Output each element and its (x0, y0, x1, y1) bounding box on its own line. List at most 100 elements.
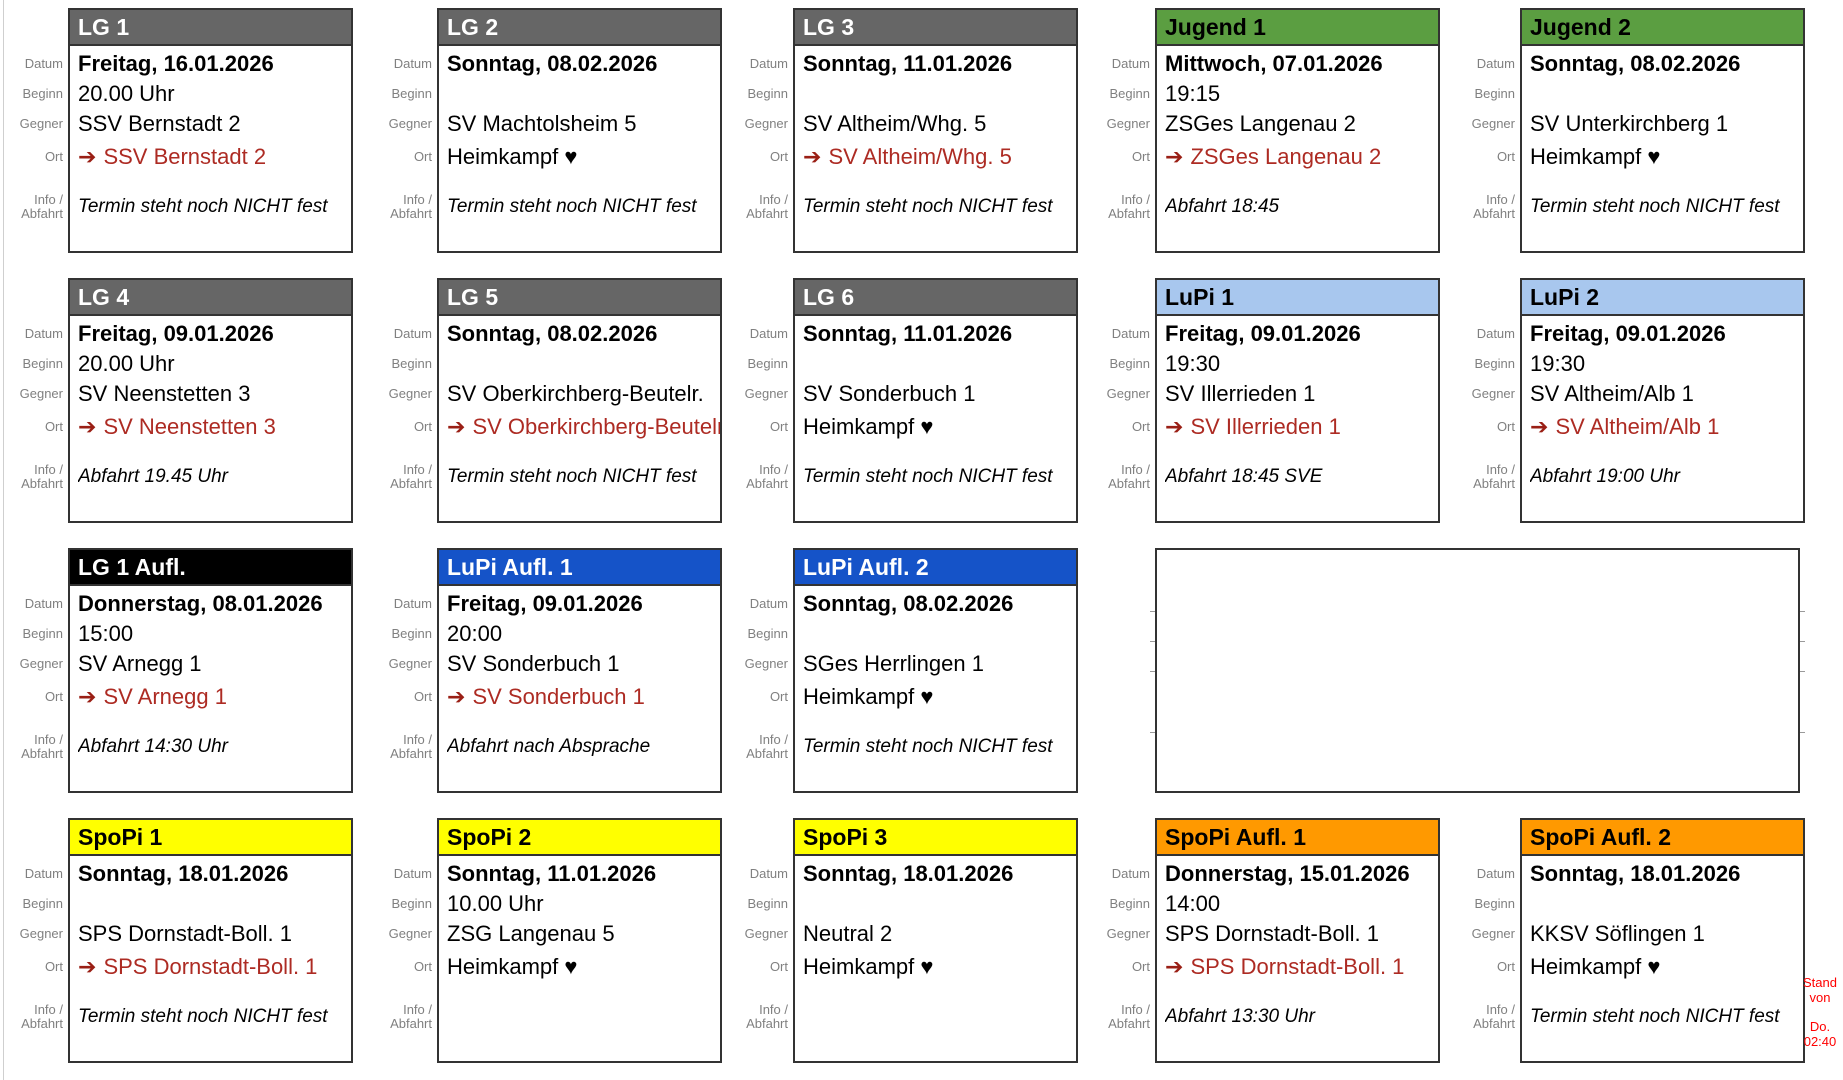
field-labels-gutter: Datum Beginn Gegner Ort Info / Abfahrt (729, 278, 793, 523)
location-arrow-icon: ➔ (1165, 954, 1184, 979)
match-card-box: Jugend 1 Mittwoch, 07.01.2026 19:15 ZSGe… (1155, 8, 1440, 253)
match-opponent: SV Unterkirchberg 1 (1530, 109, 1803, 139)
match-card: Datum Beginn Gegner Ort Info / Abfahrt S… (729, 818, 1078, 1063)
match-date: Mittwoch, 07.01.2026 (1165, 51, 1383, 76)
match-start-time (78, 889, 351, 919)
location-arrow-icon: ➔ (1530, 414, 1549, 439)
field-label-ort: Ort (44, 418, 63, 434)
match-location[interactable]: ➔ SV Oberkirchberg-Beutelr. (447, 409, 720, 444)
match-start-time (803, 889, 1076, 919)
field-label-gegner: Gegner (1471, 926, 1515, 941)
field-label-datum: Datum (1476, 326, 1515, 341)
match-card-body: Sonntag, 18.01.2026 SPS Dornstadt-Boll. … (70, 856, 351, 1032)
match-date: Freitag, 09.01.2026 (1530, 321, 1726, 346)
field-labels-gutter: Datum Beginn Gegner Ort Info / Abfahrt (1456, 8, 1520, 253)
frame-border (3, 0, 4, 1080)
match-location: Heimkampf ♥ (1530, 949, 1803, 984)
field-label-info-line1: Info / (1121, 192, 1150, 207)
field-label-beginn: Beginn (22, 356, 63, 371)
field-label-ort: Ort (413, 148, 432, 164)
match-start-time (803, 349, 1076, 379)
field-label-info: Info / Abfahrt (4, 1002, 68, 1032)
match-date: Sonntag, 18.01.2026 (78, 861, 289, 886)
field-label-info: Info / Abfahrt (1456, 1002, 1520, 1032)
field-label-datum: Datum (393, 326, 432, 341)
field-label-info-line2: Abfahrt (1473, 1016, 1515, 1031)
field-label-gegner: Gegner (19, 926, 63, 941)
match-start-time: 14:00 (1165, 889, 1438, 919)
match-card: Datum Beginn Gegner Ort Info / Abfahrt L… (1091, 278, 1440, 523)
field-label-ort: Ort (44, 688, 63, 704)
match-location[interactable]: ➔ SV Altheim/Alb 1 (1530, 409, 1803, 444)
field-label-info-line2: Abfahrt (390, 746, 432, 761)
field-label-gegner: Gegner (1471, 386, 1515, 401)
match-date: Sonntag, 18.01.2026 (803, 861, 1014, 886)
match-card-body: Sonntag, 18.01.2026 Neutral 2 Heimkampf … (795, 856, 1076, 1032)
match-card-box: SpoPi Aufl. 2 Sonntag, 18.01.2026 KKSV S… (1520, 818, 1805, 1063)
location-arrow-icon: ➔ (78, 144, 97, 169)
field-label-info-line2: Abfahrt (21, 746, 63, 761)
field-label-beginn: Beginn (391, 896, 432, 911)
location-text: Heimkampf ♥ (447, 144, 578, 169)
field-label-ort: Ort (44, 958, 63, 974)
field-label-beginn: Beginn (391, 626, 432, 641)
field-label-datum: Datum (24, 326, 63, 341)
field-label-beginn: Beginn (1474, 86, 1515, 101)
match-card: Datum Beginn Gegner Ort Info / Abfahrt L… (4, 548, 353, 793)
field-label-info-line2: Abfahrt (1473, 206, 1515, 221)
match-location[interactable]: ➔ SV Illerrieden 1 (1165, 409, 1438, 444)
field-labels-gutter: Datum Beginn Gegner Ort Info / Abfahrt (1456, 818, 1520, 1063)
location-text: SV Sonderbuch 1 (472, 684, 645, 709)
team-header: SpoPi Aufl. 1 (1157, 820, 1438, 856)
field-label-datum: Datum (393, 596, 432, 611)
match-location[interactable]: ➔ ZSGes Langenau 2 (1165, 139, 1438, 174)
match-info-note: Abfahrt 19:00 Uhr (1530, 462, 1803, 492)
match-info-note (447, 1002, 720, 1032)
match-start-time (447, 349, 720, 379)
row-tick (1150, 732, 1155, 733)
match-location[interactable]: ➔ SV Sonderbuch 1 (447, 679, 720, 714)
match-card-box: SpoPi 1 Sonntag, 18.01.2026 SPS Dornstad… (68, 818, 353, 1063)
match-opponent: SV Machtolsheim 5 (447, 109, 720, 139)
field-label-ort: Ort (769, 418, 788, 434)
match-date: Freitag, 09.01.2026 (1165, 321, 1361, 346)
match-location[interactable]: ➔ SSV Bernstadt 2 (78, 139, 351, 174)
field-label-info-line2: Abfahrt (1108, 1016, 1150, 1031)
match-start-time: 15:00 (78, 619, 351, 649)
match-location[interactable]: ➔ SV Altheim/Whg. 5 (803, 139, 1076, 174)
match-info-note: Termin steht noch NICHT fest (803, 732, 1076, 762)
team-header: LG 6 (795, 280, 1076, 316)
field-label-info: Info / Abfahrt (1091, 192, 1155, 222)
match-card: Datum Beginn Gegner Ort Info / Abfahrt J… (1091, 8, 1440, 253)
field-label-datum: Datum (749, 596, 788, 611)
location-text: Heimkampf ♥ (1530, 144, 1661, 169)
row-tick (1150, 641, 1155, 642)
field-label-gegner: Gegner (19, 386, 63, 401)
match-card-box: LuPi Aufl. 1 Freitag, 09.01.2026 20:00 S… (437, 548, 722, 793)
match-info-note: Abfahrt 13:30 Uhr (1165, 1002, 1438, 1032)
match-card-body: Mittwoch, 07.01.2026 19:15 ZSGes Langena… (1157, 46, 1438, 222)
match-location[interactable]: ➔ SV Neenstetten 3 (78, 409, 351, 444)
match-location[interactable]: ➔ SPS Dornstadt-Boll. 1 (78, 949, 351, 984)
field-label-beginn: Beginn (22, 896, 63, 911)
location-text: SV Oberkirchberg-Beutelr. (472, 414, 720, 439)
match-card-body: Sonntag, 08.02.2026 SV Machtolsheim 5 He… (439, 46, 720, 222)
match-card: Datum Beginn Gegner Ort Info / Abfahrt L… (373, 8, 722, 253)
field-label-datum: Datum (393, 866, 432, 881)
field-label-datum: Datum (24, 866, 63, 881)
field-label-gegner: Gegner (388, 116, 432, 131)
match-opponent: SV Sonderbuch 1 (803, 379, 1076, 409)
field-label-gegner: Gegner (744, 116, 788, 131)
location-text: SV Illerrieden 1 (1190, 414, 1341, 439)
location-arrow-icon: ➔ (78, 684, 97, 709)
team-header: LG 1 Aufl. (70, 550, 351, 586)
match-location[interactable]: ➔ SV Arnegg 1 (78, 679, 351, 714)
field-label-datum: Datum (1111, 866, 1150, 881)
field-label-beginn: Beginn (391, 356, 432, 371)
match-location[interactable]: ➔ SPS Dornstadt-Boll. 1 (1165, 949, 1438, 984)
field-label-datum: Datum (393, 56, 432, 71)
match-date: Sonntag, 11.01.2026 (447, 861, 657, 886)
field-labels-gutter: Datum Beginn Gegner Ort Info / Abfahrt (4, 8, 68, 253)
field-labels-gutter: Datum Beginn Gegner Ort Info / Abfahrt (1091, 8, 1155, 253)
match-card: Datum Beginn Gegner Ort Info / Abfahrt L… (4, 8, 353, 253)
